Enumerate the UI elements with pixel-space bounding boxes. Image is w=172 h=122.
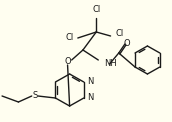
Text: O: O bbox=[64, 57, 71, 66]
Text: O: O bbox=[124, 39, 130, 47]
Text: S: S bbox=[32, 92, 37, 101]
Text: N: N bbox=[87, 77, 93, 86]
Text: N: N bbox=[87, 93, 93, 102]
Text: NH: NH bbox=[104, 60, 117, 68]
Text: Cl: Cl bbox=[92, 5, 100, 14]
Text: Cl: Cl bbox=[116, 30, 124, 39]
Text: Cl: Cl bbox=[66, 34, 74, 42]
